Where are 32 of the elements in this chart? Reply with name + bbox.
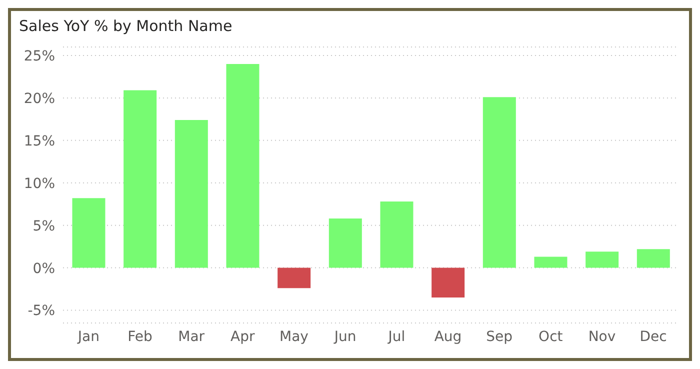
bar	[174, 120, 208, 268]
bar	[328, 218, 362, 268]
x-tick-label: May	[280, 328, 308, 345]
x-tick-label: Nov	[588, 328, 616, 345]
bar	[72, 198, 106, 268]
x-tick-label: Oct	[538, 328, 564, 345]
y-tick-label: 0%	[32, 260, 55, 277]
x-tick-label: Aug	[434, 328, 462, 345]
bar	[380, 202, 414, 268]
bar	[226, 64, 260, 268]
chart-title: Sales YoY % by Month Name	[19, 17, 232, 35]
y-tick-label: 5%	[32, 218, 55, 234]
x-tick-label: Mar	[178, 328, 205, 345]
y-tick-label: 10%	[24, 176, 55, 192]
x-tick-label: Feb	[128, 328, 152, 345]
x-tick-label: Dec	[640, 328, 667, 345]
bar	[636, 249, 670, 268]
x-tick-label: Sep	[486, 328, 513, 345]
x-tick-label: Apr	[230, 328, 256, 345]
bar	[278, 268, 311, 288]
y-tick-label: -5%	[28, 303, 55, 320]
bar	[124, 90, 157, 268]
y-tick-label: 20%	[24, 90, 55, 107]
x-tick-label: Jan	[76, 328, 100, 345]
bar	[482, 97, 516, 268]
x-tick-label: Jul	[387, 328, 406, 345]
bar	[586, 252, 619, 268]
y-tick-label: 25%	[24, 48, 55, 64]
bar	[534, 256, 568, 268]
y-tick-label: 15%	[24, 133, 55, 150]
bar	[432, 268, 465, 298]
x-tick-label: Jun	[333, 328, 356, 345]
